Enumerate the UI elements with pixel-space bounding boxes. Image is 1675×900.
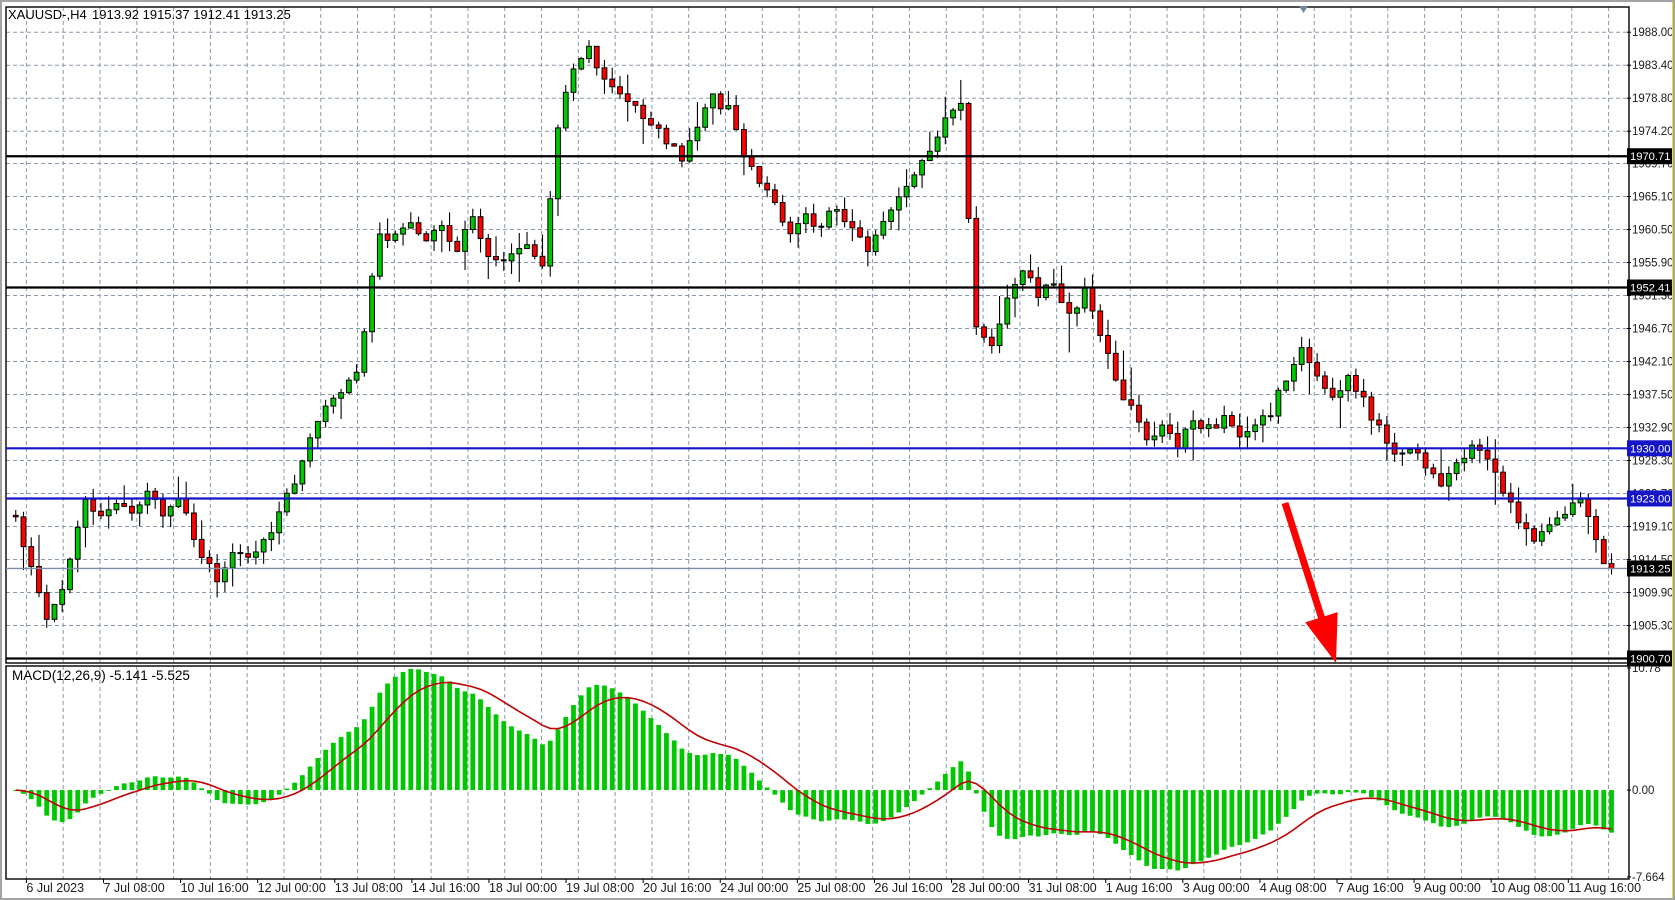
svg-text:1928.30: 1928.30 <box>1632 455 1674 467</box>
svg-text:18 Jul 00:00: 18 Jul 00:00 <box>489 881 557 895</box>
svg-text:12 Jul 00:00: 12 Jul 00:00 <box>258 881 326 895</box>
svg-text:10 Jul 16:00: 10 Jul 16:00 <box>181 881 249 895</box>
svg-text:10 Aug 08:00: 10 Aug 08:00 <box>1491 881 1565 895</box>
svg-text:1909.90: 1909.90 <box>1632 587 1674 599</box>
svg-text:1923.00: 1923.00 <box>1630 494 1670 506</box>
svg-text:19 Jul 08:00: 19 Jul 08:00 <box>566 881 634 895</box>
svg-text:XAUUSD-,H4: XAUUSD-,H4 <box>8 7 87 22</box>
svg-text:3 Aug 00:00: 3 Aug 00:00 <box>1183 881 1250 895</box>
svg-text:1988.00: 1988.00 <box>1632 27 1674 39</box>
svg-text:20 Jul 16:00: 20 Jul 16:00 <box>643 881 711 895</box>
svg-text:1913.25: 1913.25 <box>1630 563 1670 575</box>
svg-text:0.00: 0.00 <box>1632 785 1654 797</box>
svg-text:31 Jul 08:00: 31 Jul 08:00 <box>1029 881 1097 895</box>
svg-text:1965.10: 1965.10 <box>1632 191 1674 203</box>
svg-text:1919.10: 1919.10 <box>1632 521 1674 533</box>
svg-text:14 Jul 16:00: 14 Jul 16:00 <box>412 881 480 895</box>
svg-text:1937.50: 1937.50 <box>1632 389 1674 401</box>
svg-text:1942.10: 1942.10 <box>1632 356 1674 368</box>
svg-text:1932.90: 1932.90 <box>1632 422 1674 434</box>
svg-text:25 Jul 08:00: 25 Jul 08:00 <box>797 881 865 895</box>
svg-text:1983.40: 1983.40 <box>1632 60 1674 72</box>
svg-text:1970.71: 1970.71 <box>1630 151 1670 163</box>
svg-text:1974.20: 1974.20 <box>1632 126 1674 138</box>
svg-text:MACD(12,26,9) -5.141 -5.525: MACD(12,26,9) -5.141 -5.525 <box>12 668 190 683</box>
svg-text:7 Aug 16:00: 7 Aug 16:00 <box>1337 881 1404 895</box>
svg-text:1913.92 1915.37 1912.41 1913.2: 1913.92 1915.37 1912.41 1913.25 <box>92 7 291 22</box>
svg-text:6 Jul 2023: 6 Jul 2023 <box>26 881 84 895</box>
svg-text:1978.80: 1978.80 <box>1632 93 1674 105</box>
svg-text:1955.90: 1955.90 <box>1632 257 1674 269</box>
svg-text:1900.70: 1900.70 <box>1630 653 1670 665</box>
svg-text:26 Jul 16:00: 26 Jul 16:00 <box>874 881 942 895</box>
svg-text:28 Jul 00:00: 28 Jul 00:00 <box>952 881 1020 895</box>
svg-text:24 Jul 00:00: 24 Jul 00:00 <box>720 881 788 895</box>
svg-text:4 Aug 08:00: 4 Aug 08:00 <box>1260 881 1327 895</box>
svg-text:1 Aug 16:00: 1 Aug 16:00 <box>1106 881 1173 895</box>
svg-text:1905.30: 1905.30 <box>1632 620 1674 632</box>
svg-text:1930.00: 1930.00 <box>1630 443 1670 455</box>
svg-text:11 Aug 16:00: 11 Aug 16:00 <box>1568 881 1641 895</box>
svg-text:1946.70: 1946.70 <box>1632 323 1674 335</box>
svg-text:1952.41: 1952.41 <box>1630 283 1670 295</box>
svg-text:7 Jul 08:00: 7 Jul 08:00 <box>103 881 164 895</box>
svg-text:1960.50: 1960.50 <box>1632 224 1674 236</box>
svg-text:9 Aug 00:00: 9 Aug 00:00 <box>1414 881 1481 895</box>
svg-text:13 Jul 08:00: 13 Jul 08:00 <box>335 881 403 895</box>
